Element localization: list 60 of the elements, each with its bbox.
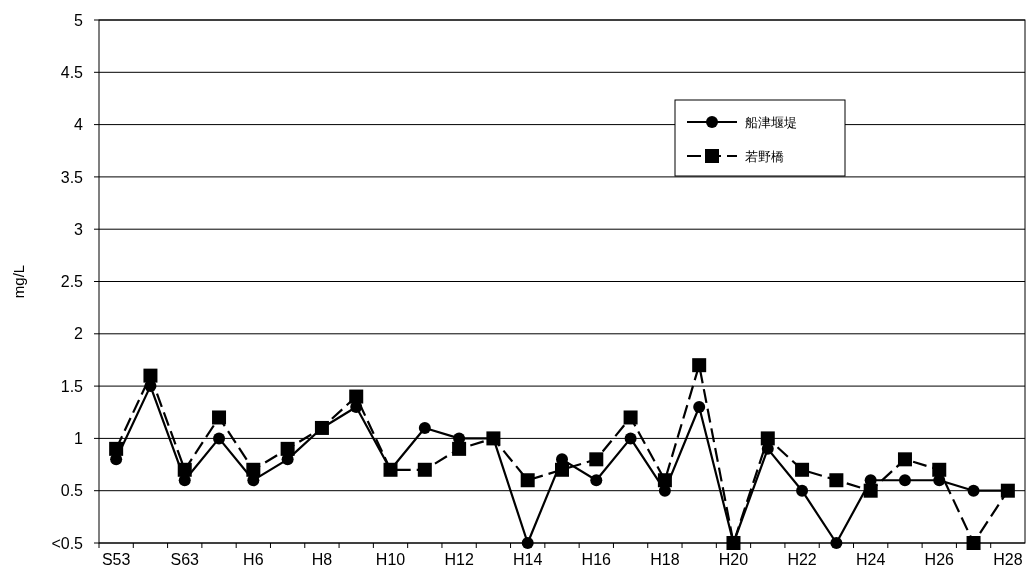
point	[898, 474, 911, 487]
point	[212, 410, 227, 425]
x-tick-label: H20	[718, 551, 749, 568]
point	[932, 462, 947, 477]
x-tick-label: H14	[513, 551, 543, 568]
point	[897, 452, 912, 467]
point	[246, 462, 261, 477]
point	[795, 462, 810, 477]
y-tick-label: 1.5	[60, 377, 84, 395]
point	[829, 473, 844, 488]
y-tick-label: 5	[74, 11, 84, 29]
x-tick-label: H6	[243, 551, 264, 568]
point	[349, 389, 364, 404]
x-tick-label: H26	[924, 551, 955, 568]
point	[693, 401, 706, 414]
point	[452, 441, 467, 456]
y-tick-label: 2.5	[60, 273, 84, 291]
point	[657, 473, 672, 488]
legend-label: 船津堰堤	[745, 114, 797, 130]
x-tick-label: H10	[375, 551, 406, 568]
x-tick-label: H28	[993, 551, 1023, 568]
point	[280, 441, 295, 456]
y-axis-title: mg/L	[10, 264, 27, 299]
point	[143, 368, 158, 383]
point	[966, 536, 981, 550]
point	[967, 484, 980, 497]
x-tick-label: H24	[855, 551, 886, 568]
y-tick-label: 1	[74, 430, 84, 447]
y-tick-label: 4	[74, 116, 84, 134]
x-tick-label: H12	[444, 551, 474, 568]
point	[760, 431, 775, 446]
y-tick-label: <0.5	[51, 534, 84, 552]
y-tick-label: 3	[74, 220, 84, 238]
point	[109, 441, 124, 456]
x-tick-label: H18	[650, 551, 680, 568]
point	[623, 410, 638, 425]
x-tick-label: H8	[311, 551, 333, 568]
point	[177, 462, 192, 477]
point	[863, 483, 878, 498]
y-tick-label: 2	[74, 325, 84, 343]
point	[521, 537, 534, 549]
point	[796, 484, 809, 497]
x-tick-label: S53	[101, 551, 131, 568]
point	[520, 473, 535, 488]
point	[624, 432, 637, 445]
x-tick-label: H22	[787, 551, 817, 568]
x-tick-label: S63	[170, 551, 200, 568]
y-tick-label: 4.5	[60, 63, 84, 81]
legend-label: 若野橋	[745, 148, 784, 164]
y-tick-label: 0.5	[60, 482, 84, 500]
point	[417, 462, 432, 477]
point	[589, 452, 604, 467]
point	[555, 462, 569, 477]
point	[830, 537, 843, 549]
point	[418, 421, 431, 434]
point	[590, 474, 603, 487]
x-tick-label: H16	[581, 551, 612, 568]
point	[213, 432, 226, 445]
point	[692, 358, 707, 373]
y-tick-label: 3.5	[60, 168, 84, 186]
